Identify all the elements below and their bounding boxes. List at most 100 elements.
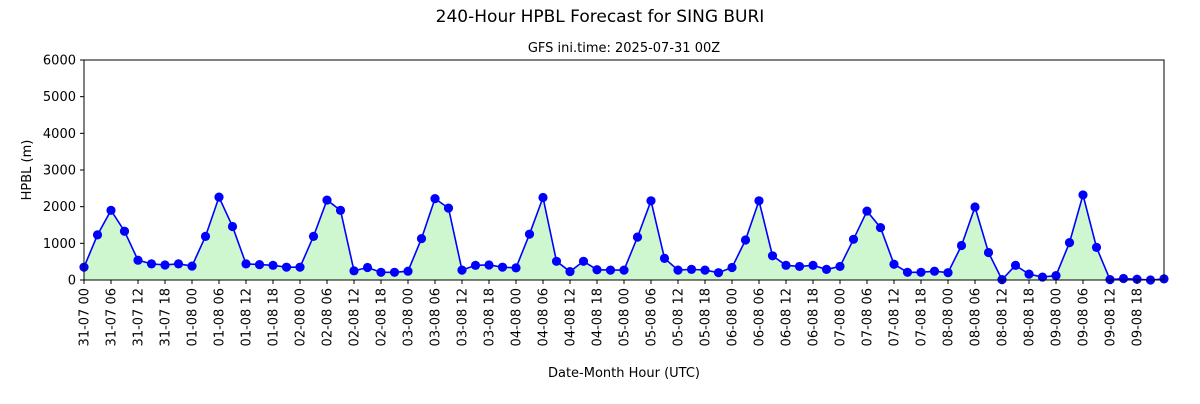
x-tick-label: 09-08 06: [1077, 288, 1092, 346]
y-tick-label: 5000: [43, 90, 76, 105]
y-tick-label: 1000: [43, 237, 76, 252]
chart-title: 240-Hour HPBL Forecast for SING BURI: [436, 7, 765, 27]
data-point: [362, 262, 373, 273]
x-tick-label: 03-08 12: [456, 288, 471, 346]
y-tick-label: 0: [68, 274, 76, 289]
area-fill-layer: [84, 194, 1164, 280]
x-tick-label: 03-08 00: [402, 288, 417, 346]
data-point: [295, 262, 305, 272]
data-point: [862, 206, 872, 216]
x-tick-layer: 31-07 00 31-07 06 31-07 12 31-07 18 01-08 00…: [78, 280, 1146, 346]
x-tick-label: 07-08 06: [861, 288, 876, 346]
data-point: [754, 196, 764, 206]
x-tick-label: 06-08 18: [807, 288, 822, 346]
x-tick-label: 06-08 00: [726, 288, 741, 346]
data-point: [484, 260, 494, 270]
data-point: [416, 233, 427, 244]
x-axis-label: Date-Month Hour (UTC): [548, 366, 700, 381]
data-point: [322, 195, 332, 205]
data-point-layer: [79, 190, 1169, 285]
data-point: [497, 262, 508, 272]
data-point: [470, 260, 481, 270]
data-point: [794, 261, 805, 272]
x-tick-label: 02-08 00: [294, 288, 309, 346]
data-point: [335, 205, 346, 215]
data-point: [308, 231, 319, 241]
data-point: [106, 205, 116, 215]
data-point: [160, 260, 170, 270]
data-point: [632, 232, 643, 242]
data-point: [538, 192, 548, 203]
data-point: [254, 260, 265, 270]
data-point: [511, 263, 521, 273]
x-tick-label: 09-08 12: [1104, 288, 1119, 346]
y-axis-label: HPBL (m): [20, 140, 35, 201]
data-point: [646, 196, 656, 206]
data-point: [1010, 260, 1021, 270]
data-point: [727, 262, 737, 273]
data-point: [902, 267, 913, 277]
data-point: [686, 264, 697, 274]
x-tick-label: 06-08 12: [780, 288, 795, 346]
x-tick-label: 05-08 06: [645, 288, 660, 346]
data-point: [200, 231, 211, 241]
data-point: [227, 221, 238, 232]
x-tick-label: 04-08 18: [591, 288, 606, 346]
x-tick-label: 04-08 06: [537, 288, 552, 346]
x-tick-label: 09-08 00: [1050, 288, 1065, 346]
data-point: [943, 268, 953, 278]
data-point: [592, 265, 602, 275]
x-tick-label: 01-08 06: [213, 288, 228, 346]
x-tick-label: 08-08 06: [969, 288, 984, 346]
x-tick-label: 08-08 12: [996, 288, 1011, 346]
x-tick-label: 08-08 18: [1023, 288, 1038, 346]
y-tick-label: 2000: [43, 200, 76, 215]
data-point: [1037, 272, 1048, 282]
data-point: [781, 260, 791, 270]
data-point: [457, 265, 467, 275]
data-point: [281, 262, 292, 272]
data-point: [875, 222, 886, 233]
x-tick-label: 09-08 18: [1131, 288, 1146, 346]
data-point: [92, 230, 103, 240]
data-point: [713, 268, 724, 278]
data-point: [403, 266, 413, 276]
data-point: [1051, 271, 1061, 281]
data-point: [1118, 273, 1129, 284]
x-tick-label: 02-08 18: [375, 288, 390, 346]
y-tick-layer: 0 1000 2000 3000 4000 5000 6000: [43, 54, 84, 289]
x-tick-label: 04-08 12: [564, 288, 579, 346]
data-point: [983, 247, 994, 258]
data-point: [133, 255, 143, 265]
x-tick-label: 01-08 18: [267, 288, 282, 346]
x-tick-label: 31-07 18: [159, 288, 174, 346]
x-tick-label: 05-08 12: [672, 288, 687, 346]
data-point: [889, 259, 899, 269]
data-point: [376, 267, 386, 277]
chart-subtitle: GFS ini.time: 2025-07-31 00Z: [528, 41, 720, 56]
x-tick-label: 07-08 18: [915, 288, 930, 346]
data-point: [659, 253, 670, 263]
x-tick-label: 31-07 00: [78, 288, 93, 346]
x-tick-label: 05-08 00: [618, 288, 633, 346]
data-point: [187, 261, 197, 271]
plot-frame: [83, 59, 1165, 281]
data-point: [430, 194, 440, 204]
data-point: [740, 235, 751, 245]
data-point: [700, 265, 710, 275]
data-point: [578, 256, 589, 266]
data-point: [1091, 242, 1102, 252]
y-tick-label: 4000: [43, 127, 76, 142]
x-tick-label: 03-08 18: [483, 288, 498, 346]
data-point: [565, 266, 575, 277]
x-tick-label: 01-08 00: [186, 288, 201, 346]
x-tick-label: 04-08 00: [510, 288, 525, 346]
data-point: [349, 266, 359, 276]
data-point: [970, 202, 980, 212]
data-point: [241, 259, 251, 269]
x-tick-label: 31-07 06: [105, 288, 120, 346]
data-point: [605, 265, 616, 275]
data-point: [808, 260, 818, 270]
